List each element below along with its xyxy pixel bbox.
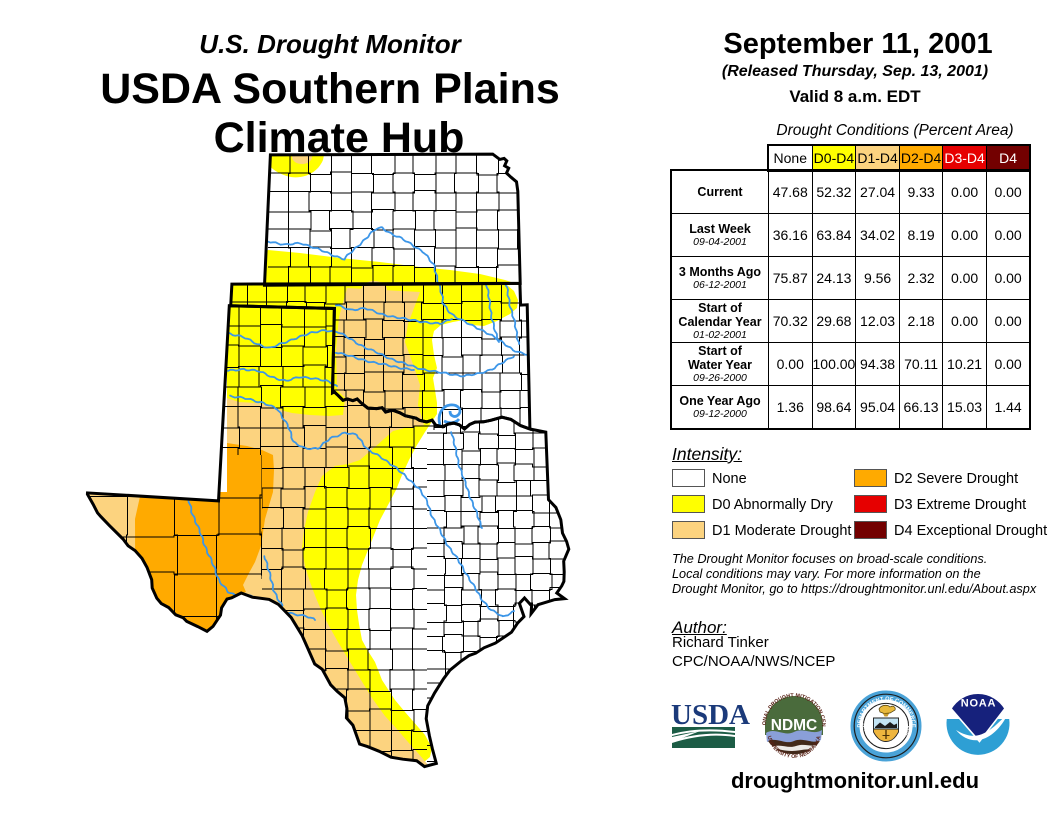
svg-text:USDA: USDA — [671, 699, 750, 731]
svg-text:NOAA: NOAA — [961, 698, 997, 710]
svg-text:NDMC: NDMC — [771, 717, 818, 734]
